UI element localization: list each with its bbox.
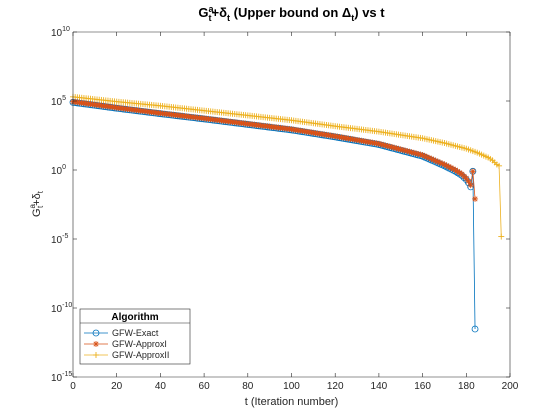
data-point-gfw-approxii bbox=[498, 233, 505, 240]
legend-marker-gfw-exact bbox=[92, 329, 100, 337]
data-point-gfw-approxi bbox=[465, 178, 472, 185]
legend-marker-gfw-approxii bbox=[93, 352, 99, 358]
legend-label-gfw-approxi: GFW-ApproxI bbox=[112, 339, 167, 349]
tick-layer: 0 20 40 60 80 100 120 140 160 180 200 1010 105 100 10-… bbox=[51, 26, 519, 392]
series-gfw-approxii bbox=[70, 93, 505, 240]
x-tick-label: 60 bbox=[199, 381, 211, 392]
y-tick-label: 10-10 bbox=[51, 302, 72, 315]
data-point-gfw-approxi bbox=[389, 144, 396, 151]
x-axis-label: t (Iteration number) bbox=[245, 396, 339, 408]
legend-label-gfw-exact: GFW-Exact bbox=[112, 328, 159, 338]
legend-title: Algorithm bbox=[111, 312, 158, 323]
x-tick-label: 0 bbox=[70, 381, 76, 392]
data-point-gfw-approxii bbox=[496, 162, 503, 169]
legend-label-gfw-approxii: GFW-ApproxII bbox=[112, 350, 169, 360]
x-tick-label: 120 bbox=[327, 381, 344, 392]
series-layer bbox=[69, 93, 505, 333]
y-tick-label: 100 bbox=[51, 164, 66, 177]
data-point-gfw-exact bbox=[471, 325, 479, 333]
x-tick-label: 80 bbox=[242, 381, 254, 392]
chart-title: Ga t+δt (Upper bound on Δt) vs t bbox=[198, 4, 385, 23]
x-tick-label: 200 bbox=[502, 381, 519, 392]
x-tick-label: 20 bbox=[111, 381, 123, 392]
y-tick-label: 10-5 bbox=[51, 233, 68, 246]
y-tick-label: 1010 bbox=[51, 26, 70, 39]
data-point-gfw-approxi bbox=[467, 182, 474, 189]
data-point-gfw-approxi bbox=[450, 165, 457, 172]
y-axis-label: Gat+δt bbox=[28, 190, 45, 217]
x-tick-label: 160 bbox=[414, 381, 431, 392]
series-gfw-approxi bbox=[70, 98, 479, 202]
y-tick-label: 10-15 bbox=[51, 371, 72, 384]
x-tick-label: 140 bbox=[371, 381, 388, 392]
data-point-gfw-approxi bbox=[463, 175, 470, 182]
x-tick-label: 180 bbox=[458, 381, 475, 392]
data-point-gfw-approxi bbox=[472, 195, 479, 202]
legend: Algorithm GFW-ExactGFW-ApproxIGFW-Approx… bbox=[79, 308, 191, 365]
data-point-gfw-approxi bbox=[469, 168, 476, 175]
y-tick-label: 105 bbox=[51, 95, 66, 108]
x-tick-label: 40 bbox=[155, 381, 167, 392]
legend-marker-gfw-approxi bbox=[93, 341, 99, 347]
x-tick-label: 100 bbox=[283, 381, 300, 392]
